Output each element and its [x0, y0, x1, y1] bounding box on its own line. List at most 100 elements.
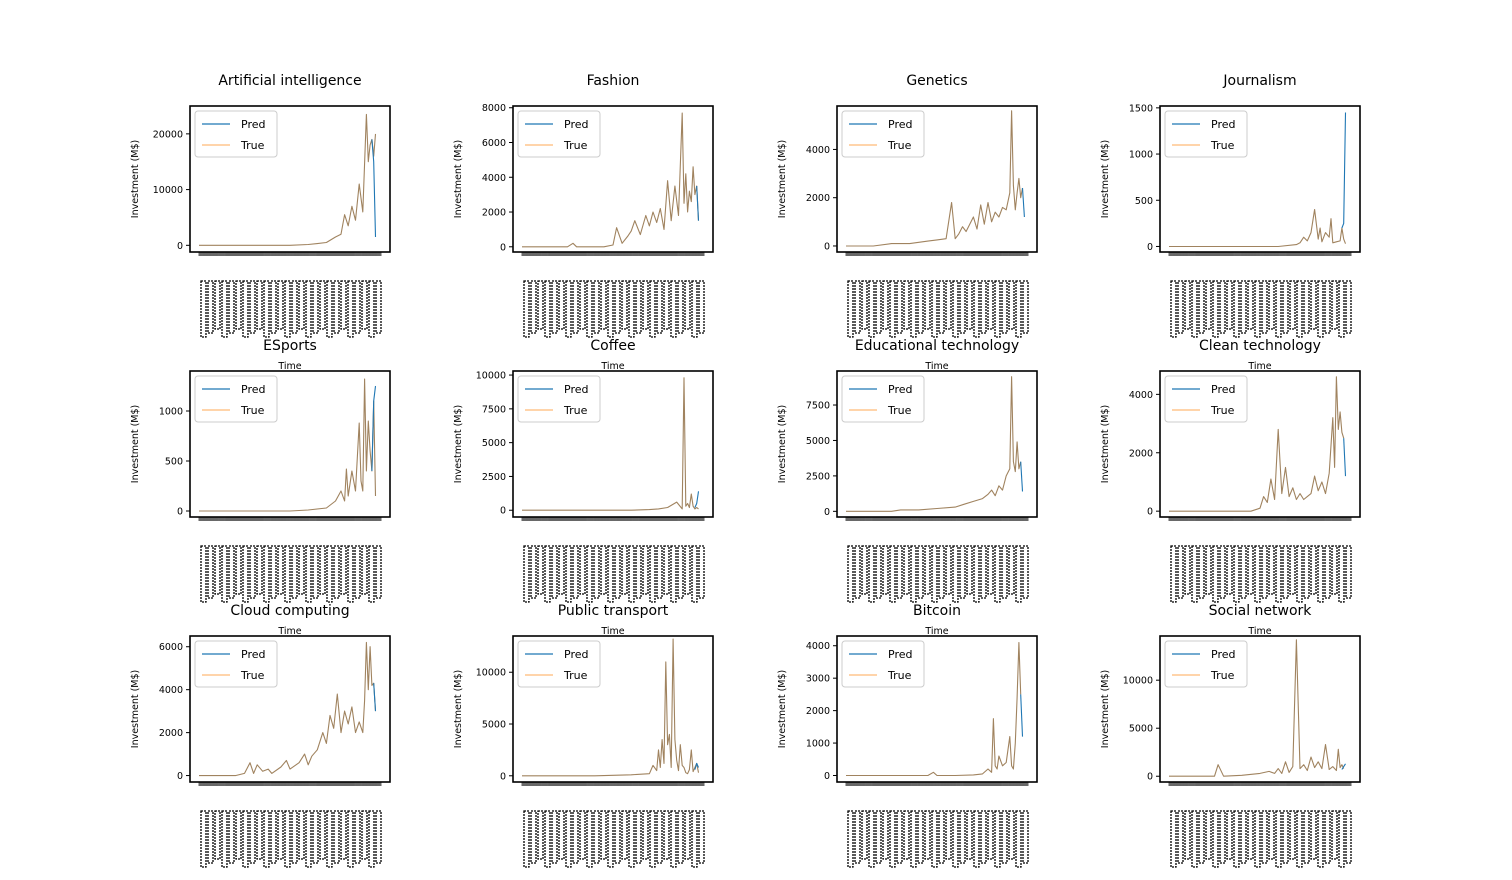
- x-tick-label: [1310, 810, 1317, 860]
- x-tick-label: [931, 280, 938, 338]
- y-axis-label: Investment (M$): [1100, 670, 1111, 748]
- chart-panel-1: Fashion 0 2000 4000 6000 8000 Investment (M$) T…: [453, 73, 714, 372]
- x-tick-label: [368, 810, 375, 868]
- x-tick-label: [1226, 545, 1233, 595]
- x-tick-label: [868, 810, 875, 868]
- series-line-pred: [1020, 694, 1024, 737]
- x-tick-block: [521, 782, 705, 868]
- x-tick-label: [973, 545, 980, 603]
- legend: Pred True: [194, 375, 278, 423]
- x-tick-label: [980, 810, 987, 864]
- series-line-pred: [694, 491, 700, 508]
- legend: Pred True: [517, 640, 601, 688]
- x-tick-label: [537, 545, 544, 595]
- x-tick-label: [1191, 545, 1198, 603]
- x-tick-label: [214, 280, 221, 330]
- x-tick-label: [600, 545, 607, 595]
- legend-label: Pred: [888, 648, 912, 661]
- x-tick-label: [917, 810, 924, 864]
- x-tick-label: [1310, 545, 1317, 595]
- x-tick-label: [600, 280, 607, 330]
- x-tick-label: [861, 810, 868, 860]
- series-line-pred: [1020, 461, 1024, 492]
- x-tick-label: [628, 280, 635, 338]
- x-tick-label: [973, 810, 980, 868]
- x-tick-label: [1233, 810, 1240, 868]
- x-tick-label: [959, 280, 966, 334]
- series-line-true: [199, 378, 377, 512]
- x-tick-label: [586, 280, 593, 338]
- x-tick-block: [198, 782, 382, 868]
- x-tick-label: [572, 545, 579, 599]
- x-tick-label: [207, 810, 214, 864]
- x-tick-label: [530, 280, 537, 334]
- x-tick-label: [572, 810, 579, 864]
- x-tick-label: [910, 545, 917, 603]
- chart-title: Public transport: [558, 603, 669, 619]
- x-tick-label: [593, 810, 600, 864]
- y-axis-label: Investment (M$): [777, 405, 788, 483]
- legend-label: True: [240, 139, 265, 152]
- x-tick-label: [656, 545, 663, 599]
- x-tick-block: [198, 252, 382, 338]
- x-tick-label: [1282, 280, 1289, 334]
- x-tick-label: [228, 545, 235, 599]
- y-axis-label: Investment (M$): [130, 405, 141, 483]
- x-tick-label: [945, 545, 952, 595]
- x-tick-label: [621, 810, 628, 860]
- x-tick-label: [1296, 545, 1303, 603]
- series-line-pred: [371, 139, 377, 238]
- x-tick-label: [207, 280, 214, 334]
- x-tick-label: [952, 280, 959, 338]
- y-tick-label: 0: [1147, 507, 1153, 518]
- x-tick-label: [586, 810, 593, 868]
- x-tick-label: [663, 280, 670, 330]
- x-tick-label: [1303, 280, 1310, 334]
- legend: Pred True: [841, 375, 925, 423]
- x-tick-label: [691, 810, 698, 868]
- y-tick-label: 7500: [482, 404, 506, 415]
- y-tick-label: 2000: [1129, 448, 1153, 459]
- x-tick-label: [551, 545, 558, 599]
- x-tick-label: [558, 810, 565, 860]
- x-tick-label: [523, 545, 530, 603]
- x-tick-label: [1303, 810, 1310, 864]
- plot-frame: [1159, 635, 1361, 783]
- x-tick-label: [228, 280, 235, 334]
- x-tick-label: [691, 280, 698, 338]
- x-tick-label: [263, 280, 270, 338]
- x-tick-label: [1303, 545, 1310, 599]
- x-tick-label: [847, 280, 854, 338]
- y-axis-label: Investment (M$): [453, 405, 464, 483]
- x-tick-label: [691, 545, 698, 603]
- series-line-true: [846, 641, 1022, 777]
- x-tick-label: [1289, 545, 1296, 595]
- chart-panel-6: Educational technology 0 2500 5000 7500 Inves…: [777, 338, 1038, 637]
- x-tick-label: [875, 545, 882, 599]
- legend: Pred True: [1164, 640, 1248, 688]
- x-tick-label: [340, 280, 347, 330]
- x-tick-label: [291, 810, 298, 864]
- x-tick-label: [677, 810, 684, 864]
- x-tick-label: [1219, 810, 1226, 864]
- x-tick-label: [242, 810, 249, 868]
- x-tick-label: [910, 810, 917, 868]
- x-tick-label: [1001, 280, 1008, 334]
- x-tick-label: [607, 810, 614, 868]
- legend-label: True: [887, 404, 912, 417]
- x-tick-block: [521, 517, 705, 603]
- x-tick-label: [1219, 545, 1226, 599]
- legend-label: Pred: [241, 118, 265, 131]
- x-tick-label: [931, 810, 938, 868]
- x-tick-label: [1338, 280, 1345, 338]
- y-tick-label: 20000: [153, 129, 183, 140]
- x-tick-label: [593, 545, 600, 599]
- x-tick-label: [1324, 810, 1331, 864]
- x-tick-label: [670, 280, 677, 338]
- x-tick-label: [291, 545, 298, 599]
- chart-title: Clean technology: [1199, 338, 1321, 354]
- plot-frame: [189, 635, 391, 783]
- x-tick-label: [1184, 810, 1191, 860]
- x-tick-label: [319, 810, 326, 860]
- y-tick-label: 7500: [806, 401, 830, 412]
